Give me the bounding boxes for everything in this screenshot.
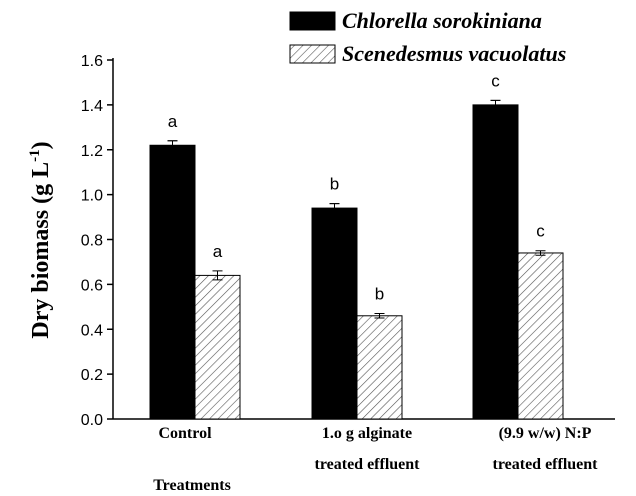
x-tick-label: treated effluent xyxy=(493,456,599,473)
x-tick-label: (9.9 w/w) N:P xyxy=(499,425,592,442)
y-axis-label: Dry biomass (g L-1) xyxy=(27,141,54,338)
x-tick-label: treated effluent xyxy=(315,456,421,473)
bar xyxy=(149,144,196,420)
y-tick-label: 1.2 xyxy=(81,143,103,160)
error-bar xyxy=(212,270,223,281)
significance-letter: b xyxy=(330,175,339,194)
significance-letter: a xyxy=(168,112,178,131)
x-tick-label: 1.o g alginate xyxy=(322,425,412,442)
legend-label: Scenedesmus vacuolatus xyxy=(342,41,566,66)
y-tick-label: 0.8 xyxy=(81,233,103,250)
y-tick-label: 0.6 xyxy=(81,277,103,294)
y-tick-label: 1.4 xyxy=(81,98,103,115)
legend-swatch xyxy=(289,11,336,31)
y-tick-label: 1.0 xyxy=(81,188,103,205)
x-axis-label: Treatments xyxy=(153,477,231,494)
significance-letter: a xyxy=(213,242,223,261)
significance-letter: c xyxy=(491,71,500,90)
y-label-text: Dry biomass (g L xyxy=(28,162,54,339)
error-bar xyxy=(374,313,385,319)
y-tick-label: 1.6 xyxy=(81,53,103,70)
x-tick-label: Control xyxy=(158,425,212,442)
legend-label: Chlorella sorokiniana xyxy=(342,8,542,33)
bar xyxy=(472,104,519,420)
legend-swatch xyxy=(289,44,336,64)
significance-letter: c xyxy=(536,222,545,241)
significance-letter: b xyxy=(375,285,384,304)
y-label-end: ) xyxy=(28,141,54,149)
y-tick-label: 0.4 xyxy=(81,322,103,339)
bar xyxy=(194,274,241,420)
y-tick-label: 0.2 xyxy=(81,367,103,384)
bar xyxy=(517,252,564,420)
bar xyxy=(311,207,358,420)
error-bar xyxy=(535,250,546,256)
y-tick-label: 0.0 xyxy=(81,412,103,429)
bar xyxy=(356,315,403,420)
y-label-sup: -1 xyxy=(27,149,43,162)
